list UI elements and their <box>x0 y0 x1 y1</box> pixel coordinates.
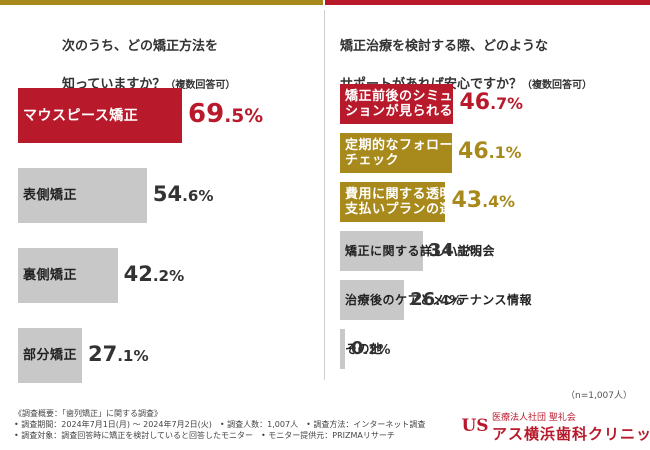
chart2-bar-label-1: 定期的なフォローアップと チェック <box>345 138 507 168</box>
chart2-bar-label-3: 矯正に関する詳しい説明会 <box>345 244 496 258</box>
chart1-bar-label-3: 部分矯正 <box>23 348 78 363</box>
chart2-bar-value-2: 43.4% <box>451 188 515 214</box>
chart2-bar-3 <box>340 231 423 271</box>
chart1-bar-value-2: 42.2% <box>123 262 185 287</box>
survey-footer: 《調査概要：「歯列矯正」に関する調査》 • 調査期間：2024年7月1日(月) … <box>14 408 425 441</box>
chart1-bar-label-0: マウスピース矯正 <box>23 107 139 124</box>
chart2-bar-0 <box>340 84 454 124</box>
chart1-bar-2 <box>18 248 118 303</box>
chart1-bar-0 <box>18 88 183 143</box>
logo-mark-text: US <box>462 416 488 436</box>
chart1-bar-label-1: 表側矯正 <box>23 188 78 203</box>
chart2-bar-value-4: 26.4% <box>410 288 463 310</box>
chart2-bar-label-4: 治療後のケアとメンテナンス情報 <box>345 293 533 307</box>
clinic-logo-name: アス横浜歯科クリニック <box>492 425 650 443</box>
chart2-bar-label-0: 矯正前後のシミュレー ションが見られること <box>345 89 481 119</box>
chart2-bar-label-5: その他 <box>345 342 383 356</box>
chart2-bar-5 <box>340 329 345 369</box>
chart1-bar-3 <box>18 328 82 383</box>
clinic-logo: US 医療法人社団 聖礼会 アス横浜歯科クリニック <box>462 408 650 444</box>
chart2-bar-4 <box>340 280 405 320</box>
chart1-bar-value-3: 27.1% <box>87 342 149 367</box>
chart2-bar-1 <box>340 133 453 173</box>
sample-size-note: （n=1,007人） <box>565 391 632 401</box>
chart1-bar-value-0: 69.5% <box>188 99 264 130</box>
chart2-bar-value-3: 34.1% <box>428 239 481 261</box>
chart2-bar-value-5: 0.2% <box>351 337 391 359</box>
right-question-line1: 矯正治療を検討する際、どのような <box>340 39 549 54</box>
chart1-bar-value-1: 54.6% <box>152 182 214 207</box>
footer-line-2: • 調査期間：2024年7月1日(月) 〜 2024年7月2日(火) • 調査人… <box>14 420 426 429</box>
chart2-bar-value-1: 46.1% <box>458 139 522 165</box>
top-accent-bar-right <box>325 0 650 5</box>
clinic-logo-subtitle: 医療法人社団 聖礼会 <box>492 413 576 423</box>
chart2-bar-label-2: 費用に関する透明性と 支払いプランの選択肢 <box>345 187 481 217</box>
chart1-bar-label-2: 裏側矯正 <box>23 268 78 283</box>
footer-line-3: • 調査対象：調査回答時に矯正を検討していると回答したモニター • モニター提供… <box>14 431 395 440</box>
left-question-line1: 次のうち、どの矯正方法を <box>62 39 219 54</box>
chart2-bar-value-0: 46.7% <box>459 90 523 116</box>
right-question-paren: （複数回答可） <box>522 80 593 91</box>
chart2-bar-2 <box>340 182 446 222</box>
top-accent-bar-left <box>0 0 323 5</box>
left-question-paren: （複数回答可） <box>165 80 236 91</box>
panel-divider <box>324 10 325 380</box>
clinic-logo-mark-icon: US <box>462 410 488 438</box>
footer-line-1: 《調査概要：「歯列矯正」に関する調査》 <box>14 409 162 418</box>
chart1-bar-1 <box>18 168 147 223</box>
